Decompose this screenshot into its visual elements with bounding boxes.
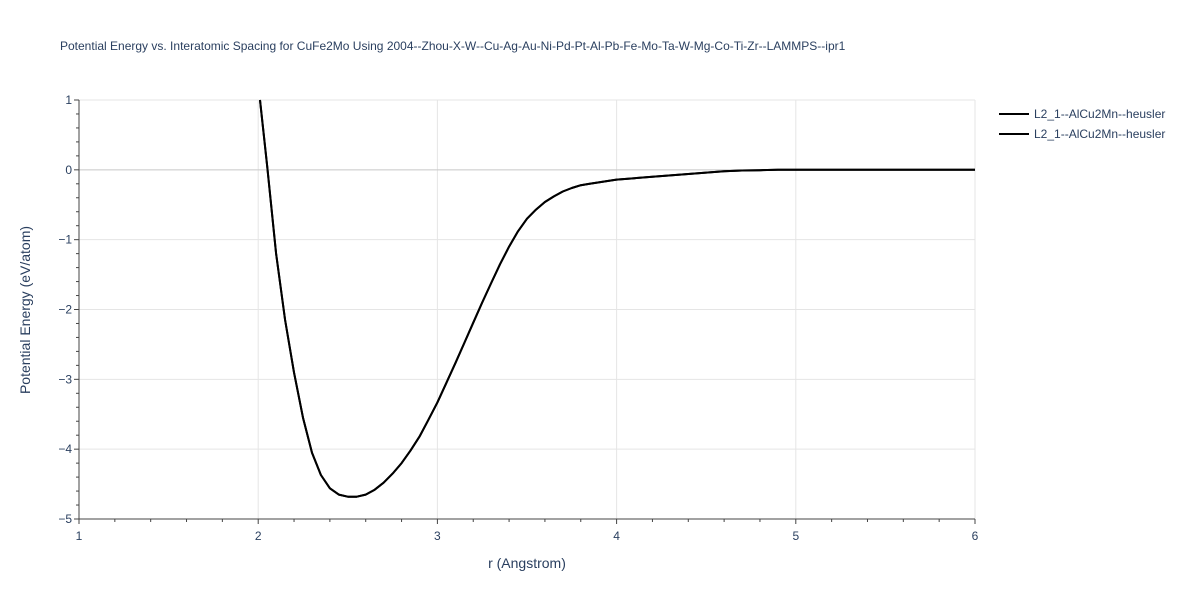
y-tick-label: 1 <box>65 93 72 107</box>
axis-layer: 1 2 3 4 5 6 1 0 −1 −2 −3 −4 −5 <box>58 93 978 543</box>
x-axis-title: r (Angstrom) <box>488 555 566 571</box>
series-line-2 <box>259 99 975 498</box>
series-layer <box>259 99 975 498</box>
x-tick-label: 6 <box>972 529 979 543</box>
y-tick-label: −5 <box>58 512 72 526</box>
y-tick-label: 0 <box>65 163 72 177</box>
x-tick-label: 3 <box>434 529 441 543</box>
y-tick-label: −1 <box>58 233 72 247</box>
x-tick-label: 2 <box>255 529 262 543</box>
legend-label: L2_1--AlCu2Mn--heusler <box>1034 127 1165 141</box>
grid-layer <box>79 99 976 519</box>
legend-label: L2_1--AlCu2Mn--heusler <box>1034 107 1165 121</box>
y-axis-title: Potential Energy (eV/atom) <box>17 226 33 394</box>
x-tick-label: 1 <box>76 529 83 543</box>
x-tick-label: 4 <box>613 529 620 543</box>
y-tick-label: −3 <box>58 372 72 386</box>
legend: L2_1--AlCu2Mn--heusler L2_1--AlCu2Mn--heu… <box>999 107 1165 141</box>
y-tick-label: −2 <box>58 303 72 317</box>
chart-title: Potential Energy vs. Interatomic Spacing… <box>60 39 846 53</box>
x-tick-label: 5 <box>792 529 799 543</box>
legend-item-2[interactable]: L2_1--AlCu2Mn--heusler <box>999 127 1165 141</box>
legend-item-1[interactable]: L2_1--AlCu2Mn--heusler <box>999 107 1165 121</box>
y-tick-label: −4 <box>58 442 72 456</box>
